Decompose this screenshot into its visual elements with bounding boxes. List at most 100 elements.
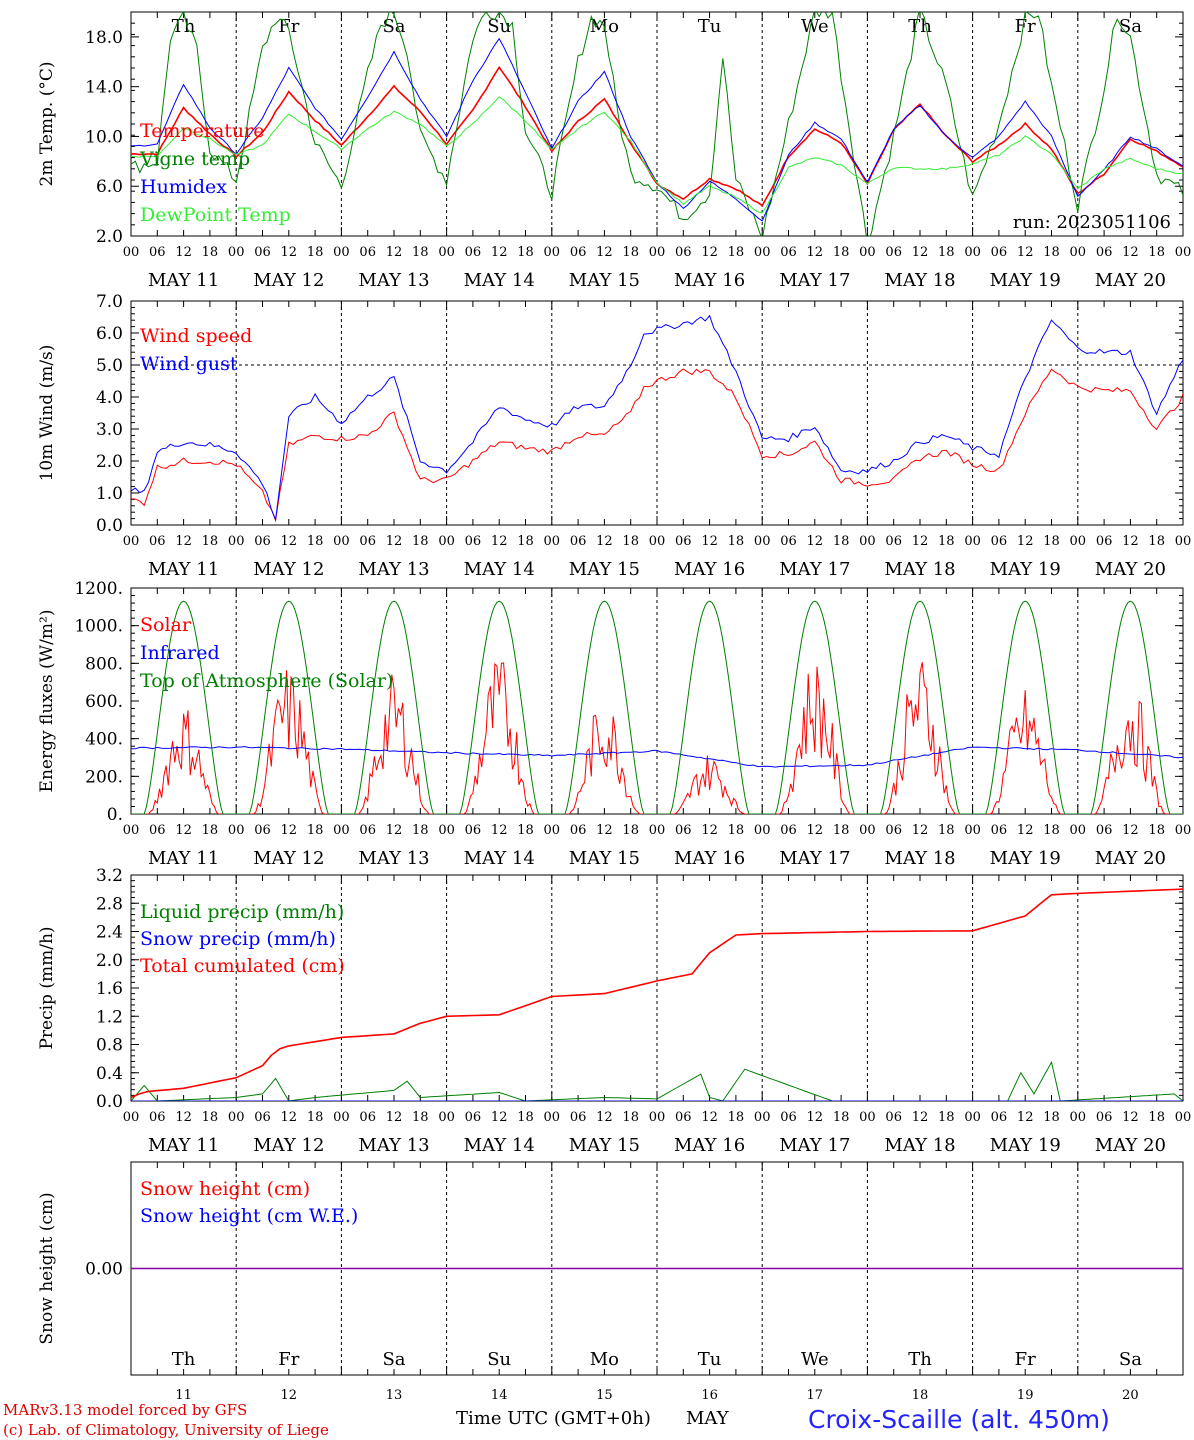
hour-label: 18	[938, 1110, 955, 1125]
hour-label: 12	[701, 534, 718, 549]
hour-label: 12	[912, 1110, 929, 1125]
hour-label: 00	[228, 534, 245, 549]
hour-label: 12	[701, 245, 718, 260]
series-line	[131, 314, 1183, 522]
legend-entry: DewPoint Temp	[140, 204, 291, 226]
hour-label: 06	[149, 245, 166, 260]
hour-label: 06	[991, 245, 1008, 260]
date-label: MAY 18	[884, 848, 955, 869]
hour-label: 12	[1017, 1110, 1034, 1125]
run-annotation: run: 2023051106	[1013, 212, 1171, 233]
panel-3: 0. 200. 400. 600. 800. 1000. 1200. Energy fluxe…	[37, 579, 1191, 869]
hour-label: 12	[1017, 245, 1034, 260]
series-line	[131, 746, 1183, 768]
legend-entry: Temperature	[140, 120, 264, 142]
hour-label: 12	[1017, 534, 1034, 549]
hour-label: 00	[964, 534, 981, 549]
panel-5: 0.00 Snow height (cm) Th Fr Sa Su Mo Tu We Th Fr Sa…	[37, 1161, 1184, 1403]
hour-label: 12	[912, 823, 929, 838]
date-label: MAY 19	[990, 270, 1061, 291]
hour-label: 12	[1122, 534, 1139, 549]
hour-label: 18	[622, 245, 639, 260]
weekday-label: We	[801, 1349, 829, 1370]
legend-entry: Wind gust	[140, 353, 238, 375]
y-tick-label: 2.0	[96, 951, 123, 971]
date-label: MAY 14	[464, 1135, 535, 1156]
series-line	[131, 662, 1183, 814]
hour-label: 06	[359, 1110, 376, 1125]
hour-label: 18	[833, 534, 850, 549]
hour-label: 00	[1175, 823, 1192, 838]
date-label: MAY 20	[1095, 848, 1166, 869]
hour-label: 12	[281, 823, 298, 838]
hour-label: 12	[1122, 1110, 1139, 1125]
hour-label: 18	[1043, 823, 1060, 838]
hour-label: 00	[438, 1110, 455, 1125]
hour-label: 12	[175, 245, 192, 260]
hour-label: 06	[254, 245, 271, 260]
hour-label: 00	[123, 1110, 140, 1125]
date-label: MAY 17	[779, 270, 850, 291]
plot-frame	[130, 300, 1184, 526]
hour-label: 00	[754, 823, 771, 838]
date-label: MAY 19	[990, 559, 1061, 580]
hour-label: 18	[307, 823, 324, 838]
date-label: MAY 14	[464, 270, 535, 291]
hour-label: 06	[149, 534, 166, 549]
date-label: MAY 16	[674, 848, 745, 869]
date-label: MAY 17	[779, 848, 850, 869]
hour-label: 00	[859, 823, 876, 838]
hour-label: 00	[1175, 245, 1192, 260]
hour-label: 12	[491, 534, 508, 549]
footer-lab-text: (c) Lab. of Climatology, University of L…	[3, 1421, 329, 1439]
hour-label: 12	[491, 245, 508, 260]
hour-label: 00	[438, 823, 455, 838]
date-label: MAY 12	[253, 559, 324, 580]
hour-label: 00	[228, 823, 245, 838]
date-label: MAY 20	[1095, 1135, 1166, 1156]
weekday-label: Tu	[698, 16, 722, 37]
y-axis-label: 2m Temp. (°C)	[37, 61, 57, 186]
hour-label: 06	[465, 823, 482, 838]
x-axis-label: Time UTC (GMT+0h)	[456, 1408, 651, 1429]
panel-2: 0.0 1.0 2.0 3.0 4.0 5.0 6.0 7.0 10m Wind (m/s) 00…	[37, 292, 1191, 580]
hour-label: 06	[570, 534, 587, 549]
hour-label: 12	[912, 245, 929, 260]
hour-label: 12	[912, 534, 929, 549]
hour-label: 12	[807, 1110, 824, 1125]
date-label: MAY 16	[674, 270, 745, 291]
day-number-label: 12	[281, 1388, 298, 1403]
hour-label: 12	[281, 1110, 298, 1125]
hour-label: 00	[649, 823, 666, 838]
y-tick-label: 2.8	[96, 894, 123, 914]
hour-label: 00	[228, 245, 245, 260]
series-line	[131, 1060, 1183, 1101]
y-tick-label: 18.0	[85, 28, 123, 48]
y-tick-label: 1000.	[74, 617, 123, 637]
legend-entry: Solar	[140, 614, 192, 636]
y-tick-label: 10.0	[85, 127, 123, 147]
weekday-label: Fr	[1015, 1349, 1036, 1370]
hour-label: 18	[833, 245, 850, 260]
hour-label: 18	[202, 534, 219, 549]
date-label: MAY 12	[253, 270, 324, 291]
hour-label: 00	[1175, 1110, 1192, 1125]
date-label: MAY 18	[884, 1135, 955, 1156]
hour-label: 12	[386, 534, 403, 549]
hour-label: 00	[859, 245, 876, 260]
hour-label: 00	[649, 245, 666, 260]
hour-label: 00	[228, 1110, 245, 1125]
y-tick-label: 0.4	[96, 1064, 123, 1084]
hour-label: 00	[964, 1110, 981, 1125]
y-tick-label: 1.2	[96, 1007, 123, 1027]
date-label: MAY 11	[148, 848, 219, 869]
date-label: MAY 20	[1095, 559, 1166, 580]
weekday-label: We	[801, 16, 829, 37]
series-layer	[131, 314, 1183, 523]
hour-label: 06	[885, 823, 902, 838]
hour-label: 00	[964, 823, 981, 838]
hour-label: 06	[359, 534, 376, 549]
hour-label: 06	[1096, 534, 1113, 549]
y-tick-label: 200.	[85, 767, 123, 787]
